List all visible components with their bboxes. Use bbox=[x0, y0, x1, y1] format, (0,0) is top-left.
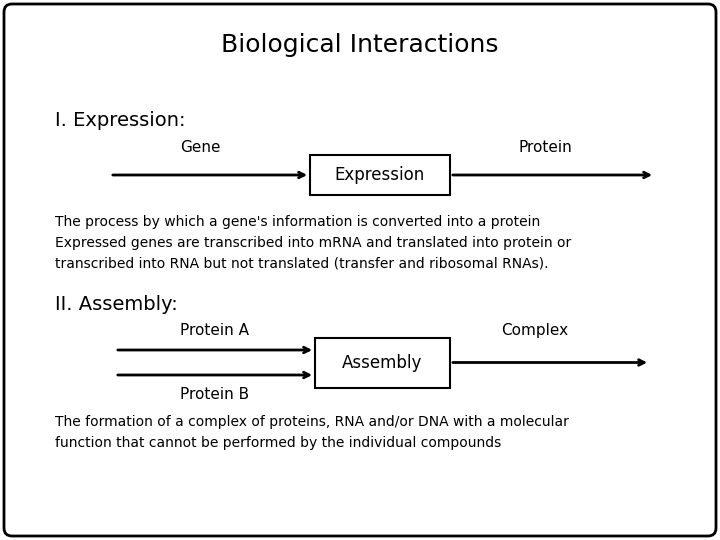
Text: I. Expression:: I. Expression: bbox=[55, 111, 186, 130]
Text: Protein B: Protein B bbox=[181, 387, 250, 402]
Text: The process by which a gene's information is converted into a protein
Expressed : The process by which a gene's informatio… bbox=[55, 215, 571, 270]
Text: Assembly: Assembly bbox=[342, 354, 422, 372]
Text: Complex: Complex bbox=[501, 323, 569, 338]
FancyBboxPatch shape bbox=[4, 4, 716, 536]
FancyBboxPatch shape bbox=[310, 155, 450, 195]
Text: Gene: Gene bbox=[180, 140, 220, 155]
Text: Biological Interactions: Biological Interactions bbox=[221, 33, 499, 57]
Text: The formation of a complex of proteins, RNA and/or DNA with a molecular
function: The formation of a complex of proteins, … bbox=[55, 415, 569, 450]
Text: II. Assembly:: II. Assembly: bbox=[55, 295, 178, 314]
FancyBboxPatch shape bbox=[315, 338, 450, 388]
Text: Protein A: Protein A bbox=[181, 323, 250, 338]
Text: Protein: Protein bbox=[518, 140, 572, 155]
Text: Expression: Expression bbox=[335, 166, 425, 184]
